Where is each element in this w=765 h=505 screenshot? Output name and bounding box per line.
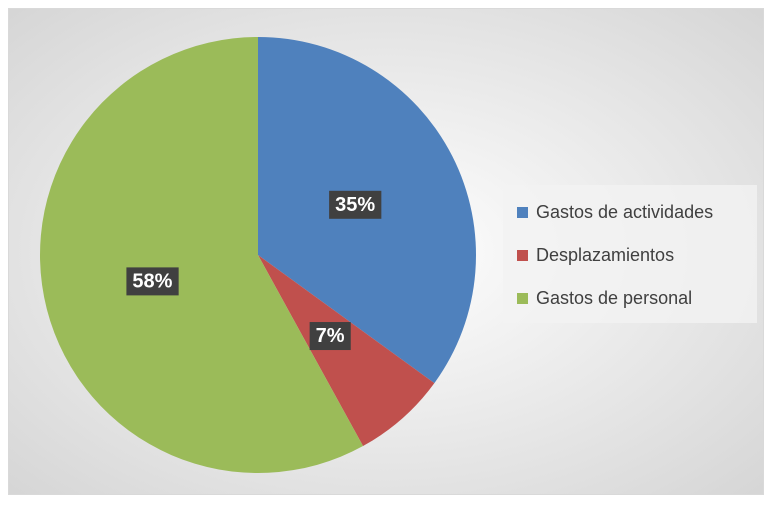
legend-marker xyxy=(517,293,528,304)
data-label: 35% xyxy=(335,194,375,216)
legend-label: Desplazamientos xyxy=(536,245,674,265)
pie-slice xyxy=(39,37,364,473)
legend-marker xyxy=(517,250,528,261)
legend-label: Gastos de actividades xyxy=(536,202,713,222)
legend-label: Gastos de personal xyxy=(536,288,692,308)
data-label-box xyxy=(126,267,179,296)
data-label-box xyxy=(329,190,382,219)
data-label: 7% xyxy=(316,325,345,347)
pie-slice xyxy=(258,255,435,447)
legend-box xyxy=(503,185,757,323)
data-label: 58% xyxy=(132,270,172,292)
data-label-box xyxy=(309,322,351,351)
legend-marker xyxy=(517,207,528,218)
